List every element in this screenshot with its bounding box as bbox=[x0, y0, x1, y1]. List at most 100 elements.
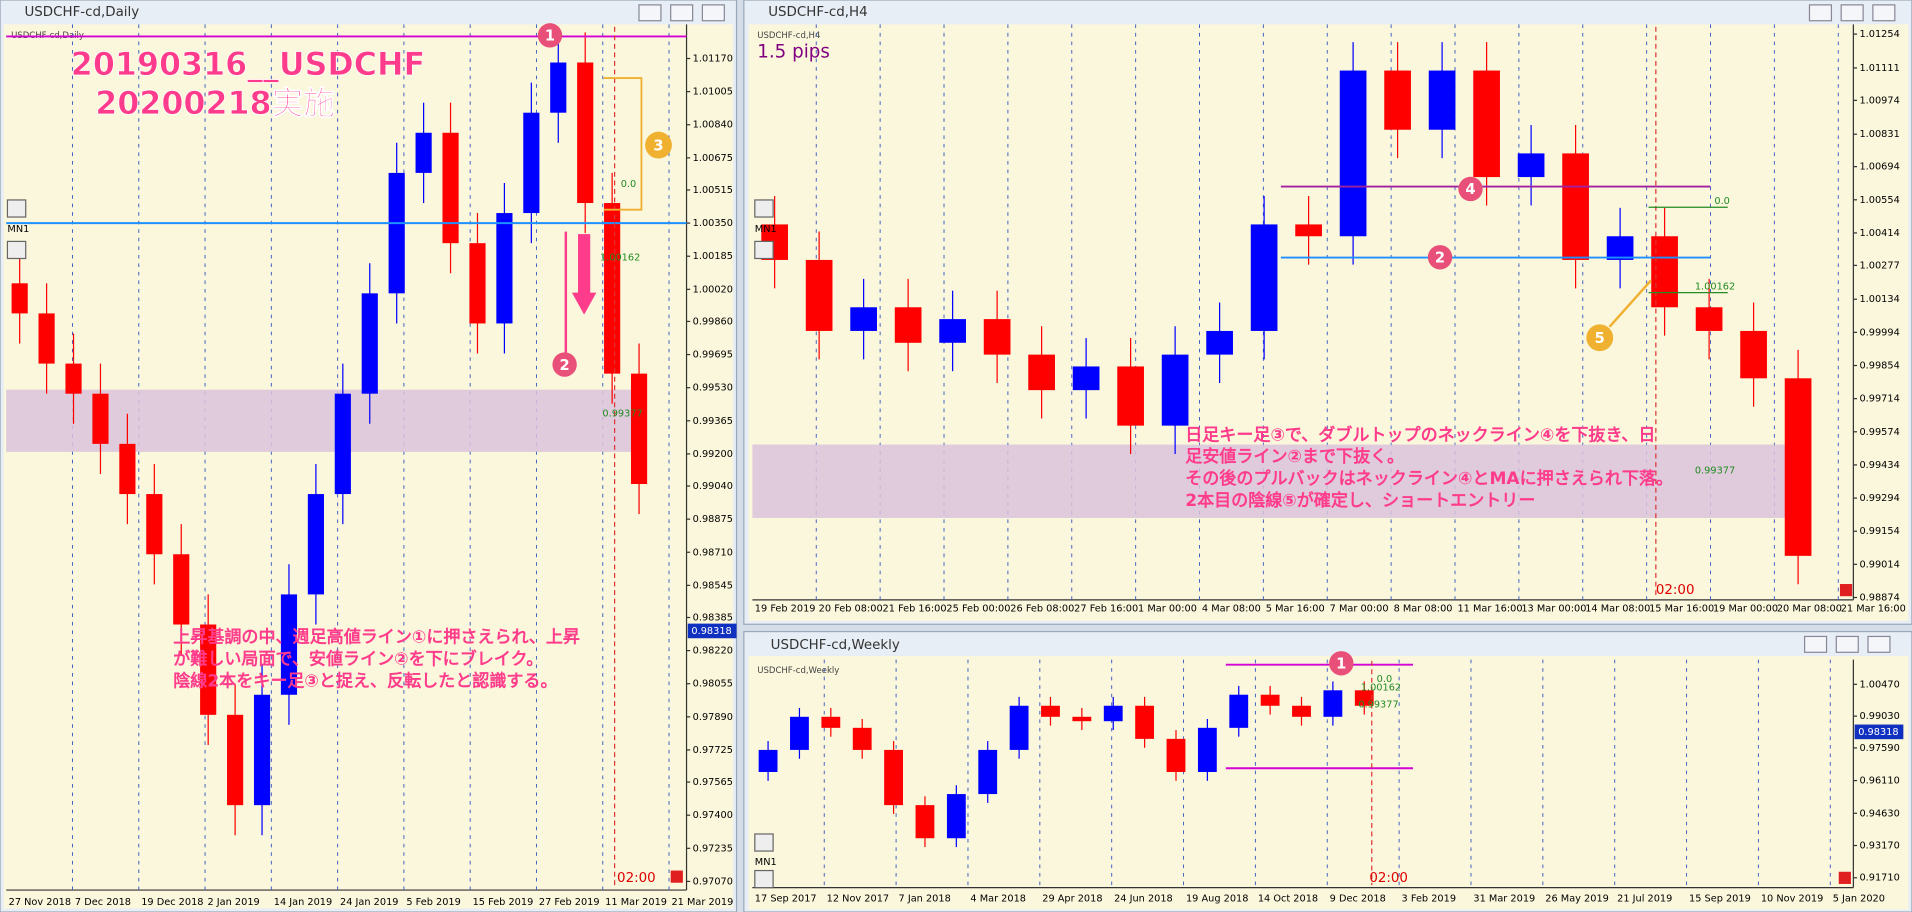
period-button[interactable]: MN1 bbox=[7, 224, 29, 235]
level-label: 1.00162 bbox=[600, 252, 640, 263]
level-label: 0.99377 bbox=[602, 408, 642, 419]
scroll-up-button[interactable] bbox=[754, 199, 774, 218]
annotation-text: その後のプルバックはネックライン④とMAに押さえられ下落。 bbox=[1185, 468, 1673, 489]
candle-body bbox=[790, 716, 809, 750]
scroll-down-button[interactable] bbox=[754, 240, 774, 260]
x-tick-label: 3 Feb 2019 bbox=[1402, 894, 1456, 905]
y-tick-label: 0.97890 bbox=[693, 712, 733, 723]
minimize-button[interactable] bbox=[1808, 4, 1833, 22]
x-tick-label: 4 Mar 08:00 bbox=[1202, 603, 1261, 614]
time-label: 02:00 bbox=[1369, 871, 1408, 886]
candle-body bbox=[1695, 307, 1723, 331]
scroll-up-button[interactable] bbox=[6, 199, 27, 218]
minimize-button[interactable] bbox=[638, 4, 662, 22]
close-marker bbox=[670, 870, 683, 883]
candle-body bbox=[1473, 70, 1500, 178]
close-marker bbox=[1839, 584, 1853, 597]
annotation-title: 20200218実施 bbox=[95, 86, 335, 122]
x-tick-label: 24 Jun 2018 bbox=[1114, 894, 1173, 905]
minimize-button[interactable] bbox=[1803, 635, 1828, 653]
candle-body bbox=[850, 307, 877, 331]
y-tick-label: 0.97725 bbox=[693, 745, 733, 756]
x-tick-label: 20 Feb 08:00 bbox=[819, 603, 883, 614]
period-button[interactable]: MN1 bbox=[755, 857, 777, 868]
candle-body bbox=[1428, 70, 1456, 130]
candle-body bbox=[1517, 153, 1545, 178]
candle-body bbox=[442, 132, 459, 244]
x-tick-label: 20 Mar 08:00 bbox=[1777, 603, 1842, 614]
window-title: USDCHF-cd,H4 bbox=[768, 5, 867, 20]
x-tick-label: 11 Mar 16:00 bbox=[1457, 603, 1522, 614]
x-tick-label: 14 Jan 2019 bbox=[274, 897, 332, 908]
marker bbox=[1586, 324, 1614, 352]
candle-body bbox=[758, 749, 778, 772]
candle-body bbox=[1072, 366, 1100, 391]
candle-body bbox=[253, 694, 271, 806]
close-button[interactable] bbox=[1872, 4, 1896, 22]
y-tick-label: 1.01111 bbox=[1859, 63, 1899, 74]
scroll-down-button[interactable] bbox=[6, 240, 27, 260]
maximize-button[interactable] bbox=[1840, 4, 1864, 22]
y-tick-label: 0.99714 bbox=[1859, 394, 1899, 405]
candle-body bbox=[1197, 727, 1217, 772]
x-tick-label: 14 Mar 08:00 bbox=[1585, 603, 1650, 614]
candle-body bbox=[939, 319, 966, 343]
candle-body bbox=[361, 293, 378, 394]
annotation-text: 上昇基調の中、週足高値ライン①に押さえられ、上昇 bbox=[173, 627, 580, 648]
level-label: 0.99377 bbox=[1358, 700, 1398, 711]
candle-body bbox=[496, 213, 513, 324]
annotation-title: 20190316__USDCHF bbox=[71, 47, 425, 83]
y-tick-label: 0.97400 bbox=[693, 810, 733, 821]
candle-body bbox=[1009, 705, 1029, 750]
y-tick-label: 1.00277 bbox=[1859, 260, 1899, 271]
y-tick-label: 1.00414 bbox=[1859, 228, 1899, 239]
price-zone bbox=[752, 444, 1805, 518]
bracket bbox=[603, 77, 643, 211]
y-tick-label: 0.99434 bbox=[1859, 460, 1899, 471]
scroll-up-button[interactable] bbox=[754, 833, 774, 852]
x-tick-label: 7 Mar 00:00 bbox=[1330, 603, 1389, 614]
marker bbox=[1458, 176, 1483, 202]
price-tag bbox=[687, 623, 737, 639]
maximize-button[interactable] bbox=[1835, 635, 1859, 653]
annotation-text: 陰線2本をキー足③と捉え、反転したと認識する。 bbox=[173, 671, 557, 692]
price-zone bbox=[6, 389, 638, 452]
window-title: USDCHF-cd,Daily bbox=[24, 5, 139, 20]
candle-body bbox=[1740, 330, 1767, 379]
scroll-down-button[interactable] bbox=[754, 869, 774, 889]
x-tick-label: 7 Dec 2018 bbox=[75, 897, 131, 908]
symbol-label: USDCHF-cd,Weekly bbox=[757, 666, 839, 676]
x-tick-label: 15 Feb 2019 bbox=[473, 897, 534, 908]
close-button[interactable] bbox=[1867, 635, 1891, 653]
candle-body bbox=[884, 749, 903, 806]
x-tick-label: 21 Feb 16:00 bbox=[883, 603, 947, 614]
period-button[interactable]: MN1 bbox=[755, 224, 777, 235]
candle-body bbox=[523, 112, 540, 214]
close-button[interactable] bbox=[701, 4, 725, 22]
x-tick-label: 10 Nov 2019 bbox=[1761, 894, 1823, 905]
candle-body bbox=[604, 203, 621, 374]
y-tick-label: 0.99294 bbox=[1859, 493, 1899, 504]
x-tick-label: 7 Jan 2018 bbox=[899, 894, 951, 905]
symbol-label: USDCHF-cd,H4 bbox=[757, 31, 820, 41]
maximize-button[interactable] bbox=[670, 4, 694, 22]
y-tick-label: 0.99695 bbox=[693, 350, 733, 361]
y-tick-label: 0.97235 bbox=[693, 843, 733, 854]
window-title: USDCHF-cd,Weekly bbox=[771, 638, 900, 653]
candle-body bbox=[307, 494, 324, 595]
y-tick-label: 1.01170 bbox=[693, 54, 733, 65]
annotation-text: 2本目の陰線⑤が確定し、ショートエントリー bbox=[1185, 490, 1535, 511]
candle-body bbox=[630, 373, 648, 485]
y-tick-label: 1.01254 bbox=[1859, 29, 1899, 40]
candle-body bbox=[1651, 236, 1678, 308]
marker-label: 2 bbox=[1435, 249, 1445, 266]
x-tick-label: 27 Nov 2018 bbox=[9, 897, 71, 908]
candle-body bbox=[550, 62, 567, 113]
candle-body bbox=[1072, 716, 1092, 722]
level-label: 0.0 bbox=[1714, 196, 1730, 207]
candle-body bbox=[1260, 694, 1280, 706]
time-label: 02:00 bbox=[617, 871, 656, 886]
candle-body bbox=[1606, 236, 1634, 260]
y-tick-label: 0.99200 bbox=[693, 449, 733, 460]
candle-body bbox=[146, 494, 163, 555]
